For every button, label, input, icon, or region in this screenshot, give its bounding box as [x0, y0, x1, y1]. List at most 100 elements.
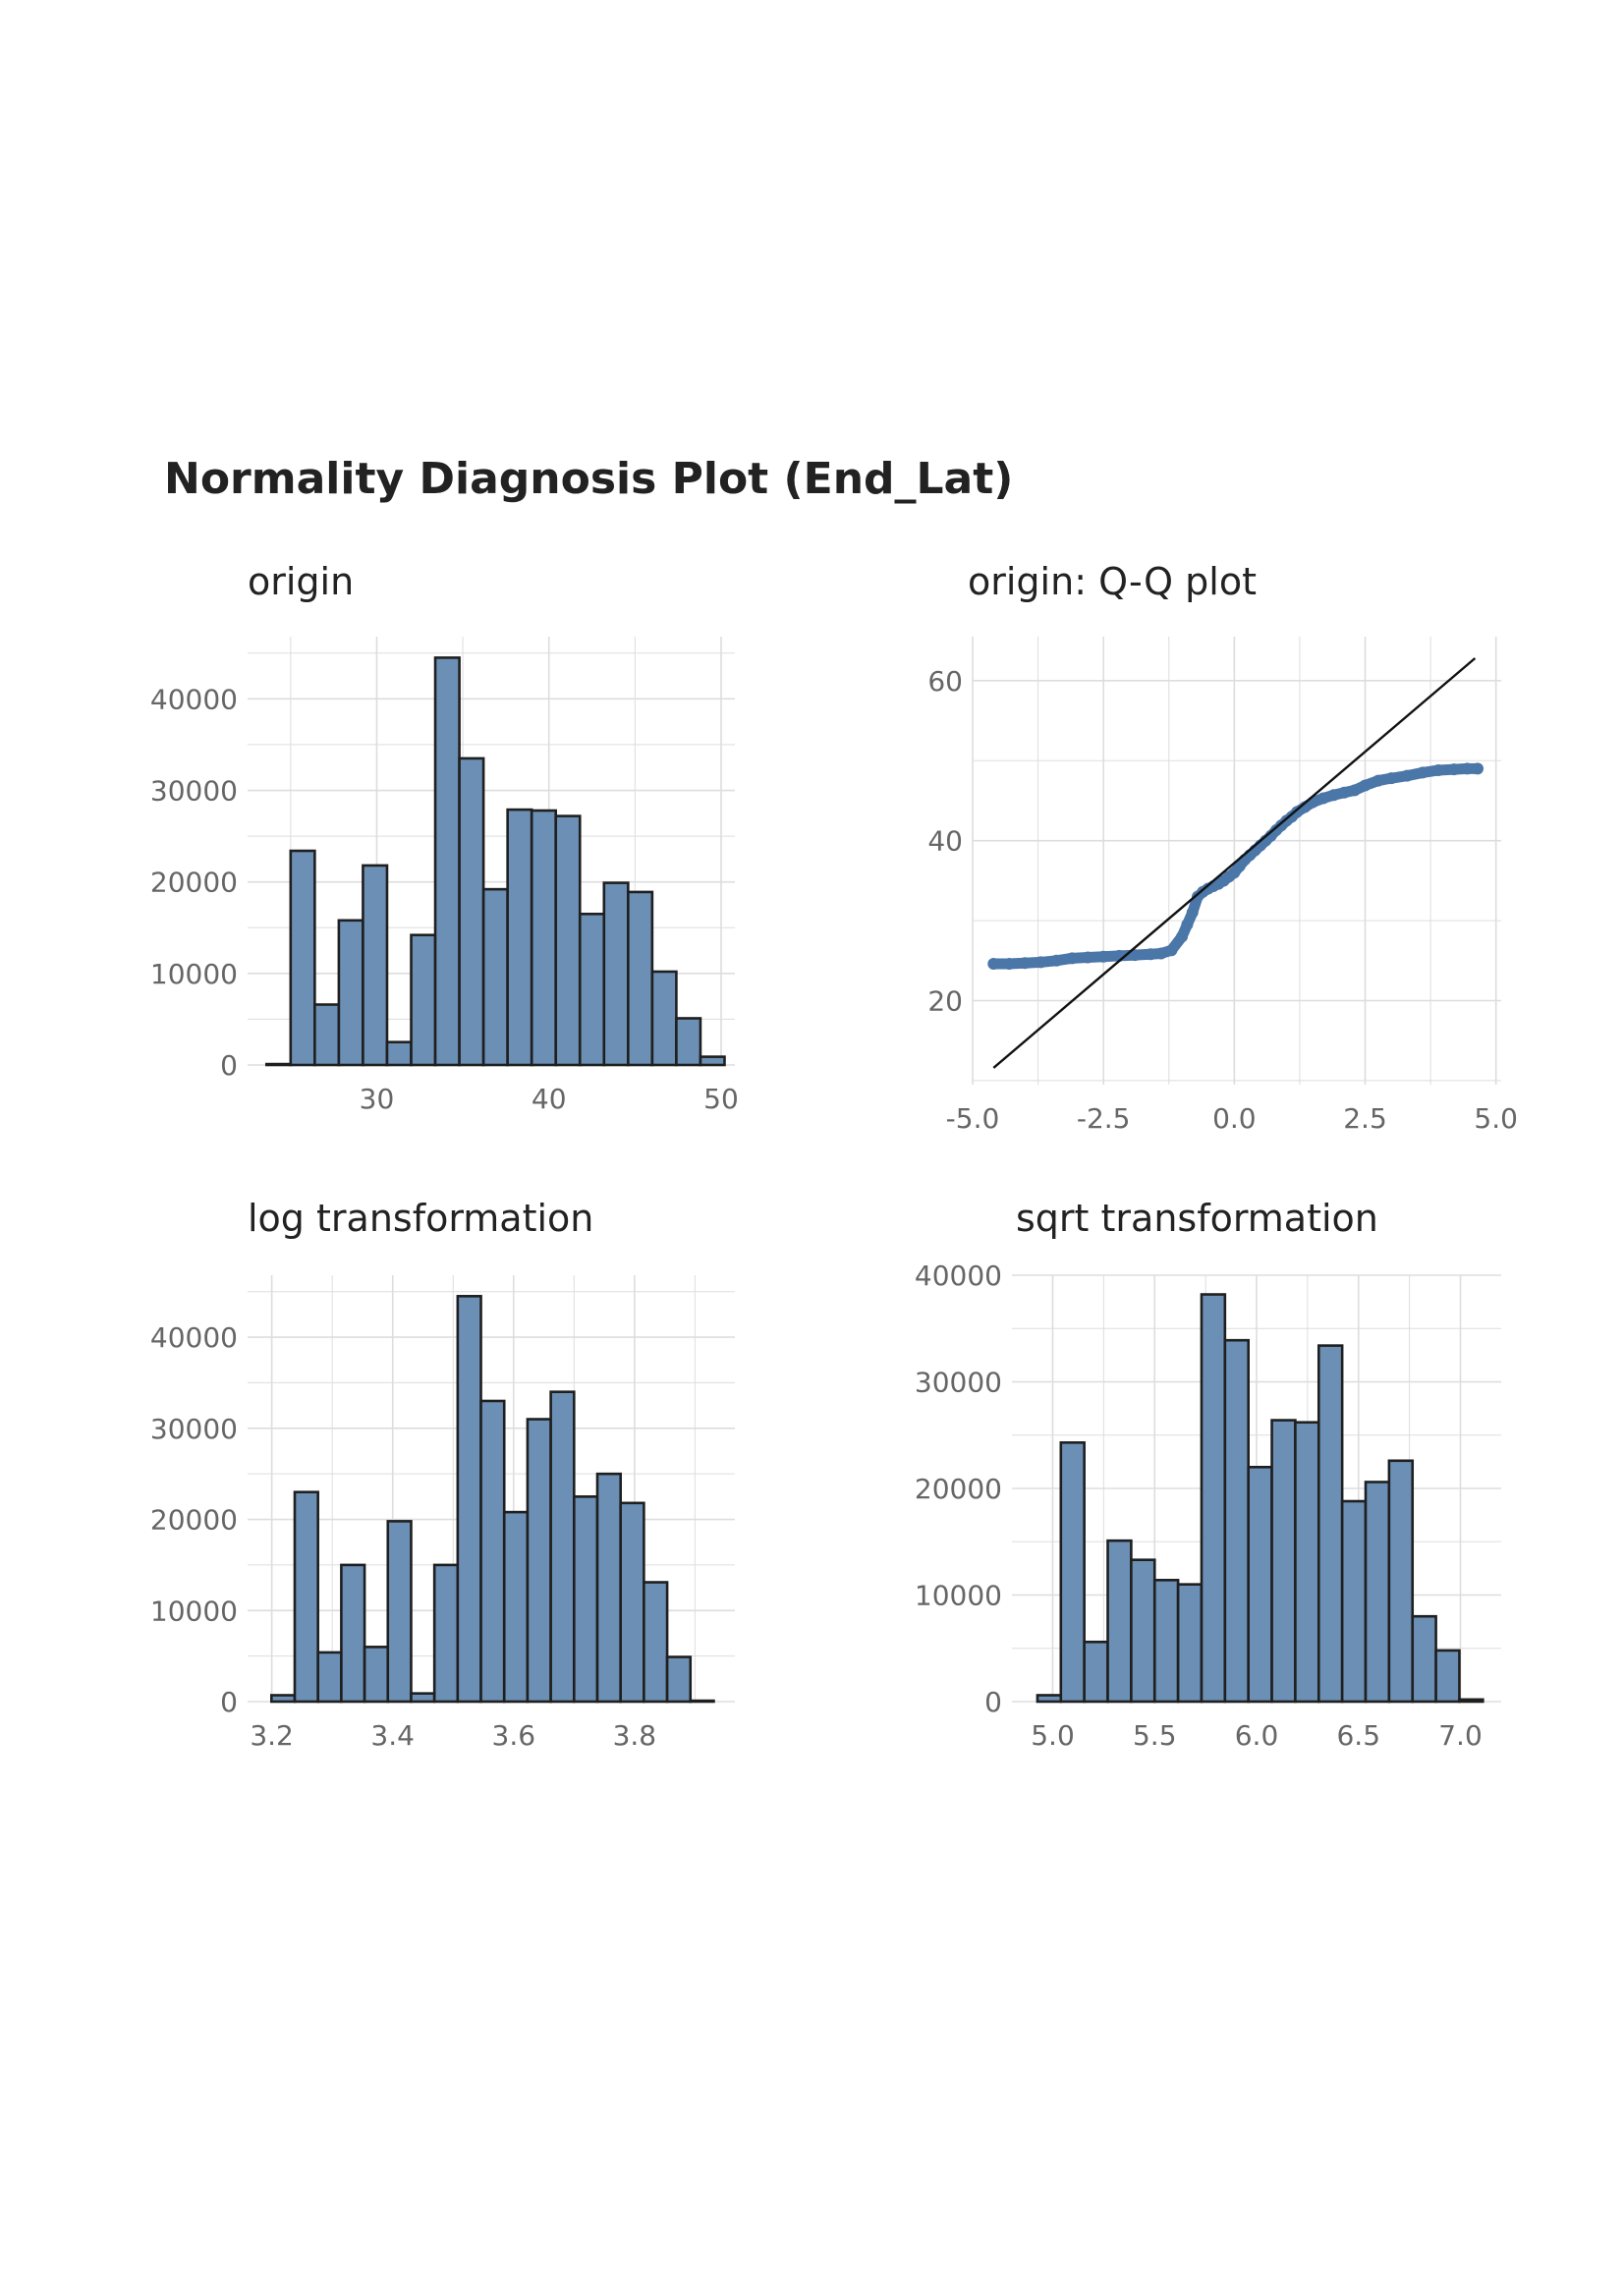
histogram-bar [1316, 1344, 1344, 1704]
qq-point [1401, 769, 1414, 782]
y-tick-label: 0 [220, 1686, 238, 1718]
qq-point [1154, 947, 1167, 960]
qq-point [1097, 950, 1110, 963]
x-tick-label: 3.4 [370, 1719, 415, 1752]
y-tick-label: 20000 [915, 1473, 1002, 1505]
qq-point [1176, 930, 1189, 943]
x-tick-label: 30 [360, 1083, 395, 1115]
qq-point [1432, 763, 1445, 776]
histogram-bar [602, 881, 630, 1067]
qq-point [1448, 763, 1461, 776]
y-tick-label: 10000 [150, 1595, 238, 1627]
y-tick-label: 30000 [915, 1367, 1002, 1399]
qq-point [1003, 958, 1016, 971]
histogram-bar [293, 1490, 319, 1704]
histogram-bar [1294, 1421, 1320, 1704]
y-tick-label: 40 [927, 825, 963, 858]
qq-point [1050, 954, 1063, 967]
qq-point [1145, 948, 1157, 961]
qq-point [1359, 779, 1372, 792]
panel-title: log transformation [248, 1197, 594, 1240]
qq-point [1348, 784, 1361, 797]
qq-point [1472, 762, 1484, 775]
x-tick-label: 50 [703, 1083, 739, 1115]
histogram-bar [1411, 1614, 1437, 1704]
qq-point [1082, 951, 1094, 964]
histogram-bar [1106, 1539, 1133, 1704]
histogram-bar [1340, 1499, 1368, 1704]
x-tick-label: 7.0 [1438, 1719, 1483, 1752]
histogram-bar [1247, 1466, 1273, 1704]
histogram-bar [362, 864, 389, 1067]
histogram-bar [1059, 1441, 1086, 1704]
panel-title: origin: Q-Q plot [968, 560, 1257, 603]
histogram-bar [1223, 1338, 1251, 1704]
panel-title: origin [248, 560, 355, 603]
histogram-bar [1152, 1579, 1180, 1704]
histogram-bar [1200, 1293, 1227, 1704]
qq-point [1338, 786, 1351, 799]
figure-title: Normality Diagnosis Plot (End_Lat) [164, 454, 1014, 504]
x-tick-label: 2.5 [1343, 1102, 1387, 1135]
x-tick-label: 3.8 [613, 1719, 657, 1752]
histogram-bar [1364, 1481, 1391, 1704]
qq-point [1181, 919, 1194, 931]
x-tick-label: -2.5 [1077, 1102, 1131, 1135]
y-tick-label: 30000 [150, 775, 238, 808]
histogram-bar [1176, 1583, 1204, 1704]
y-tick-label: 60 [927, 665, 963, 698]
qq-point [1165, 944, 1178, 957]
histogram-bar [458, 756, 485, 1067]
qq-point [1316, 792, 1329, 805]
qq-point [1385, 772, 1398, 785]
y-tick-label: 20000 [150, 1504, 238, 1537]
x-tick-label: 6.0 [1235, 1719, 1279, 1752]
x-tick-label: 5.5 [1133, 1719, 1177, 1752]
x-tick-label: 40 [532, 1083, 567, 1115]
panel-title: sqrt transformation [1016, 1197, 1378, 1240]
qq-point [1035, 956, 1047, 969]
qq-point [1129, 949, 1142, 962]
histogram-bar [689, 1699, 715, 1704]
histogram-bar [675, 1017, 702, 1067]
histogram-bar [627, 890, 654, 1067]
histogram-bar [1387, 1459, 1415, 1704]
y-tick-label: 0 [984, 1686, 1002, 1718]
histogram-bar [665, 1655, 693, 1704]
histogram-bar [1130, 1558, 1156, 1704]
qq-point [987, 958, 1000, 971]
histogram-bar [643, 1581, 669, 1704]
histogram-bar [313, 1003, 341, 1067]
qq-point [1019, 957, 1032, 970]
y-tick-label: 10000 [915, 1580, 1002, 1612]
histogram-bar [289, 849, 316, 1067]
x-tick-label: -5.0 [946, 1102, 1000, 1135]
histogram-bar [1434, 1649, 1461, 1704]
histogram-bar [340, 1563, 366, 1704]
y-tick-label: 10000 [150, 958, 238, 990]
y-tick-label: 0 [220, 1049, 238, 1082]
x-tick-label: 5.0 [1474, 1102, 1518, 1135]
histogram-bar [1458, 1698, 1484, 1704]
x-tick-label: 6.5 [1336, 1719, 1380, 1752]
qq-point [1066, 952, 1079, 965]
x-tick-label: 3.2 [250, 1719, 294, 1752]
histogram-bar [1270, 1419, 1297, 1704]
y-tick-label: 20000 [150, 867, 238, 899]
y-tick-label: 20 [927, 985, 963, 1018]
x-tick-label: 0.0 [1212, 1102, 1257, 1135]
x-tick-label: 5.0 [1031, 1719, 1075, 1752]
qq-point [1327, 789, 1340, 802]
x-tick-label: 3.6 [492, 1719, 536, 1752]
qq-point [1372, 774, 1384, 787]
qq-point [1417, 766, 1429, 779]
qq-reference-line [992, 657, 1477, 1069]
histogram-bar [1083, 1640, 1109, 1704]
y-tick-label: 30000 [150, 1413, 238, 1445]
qq-point [1186, 906, 1199, 919]
